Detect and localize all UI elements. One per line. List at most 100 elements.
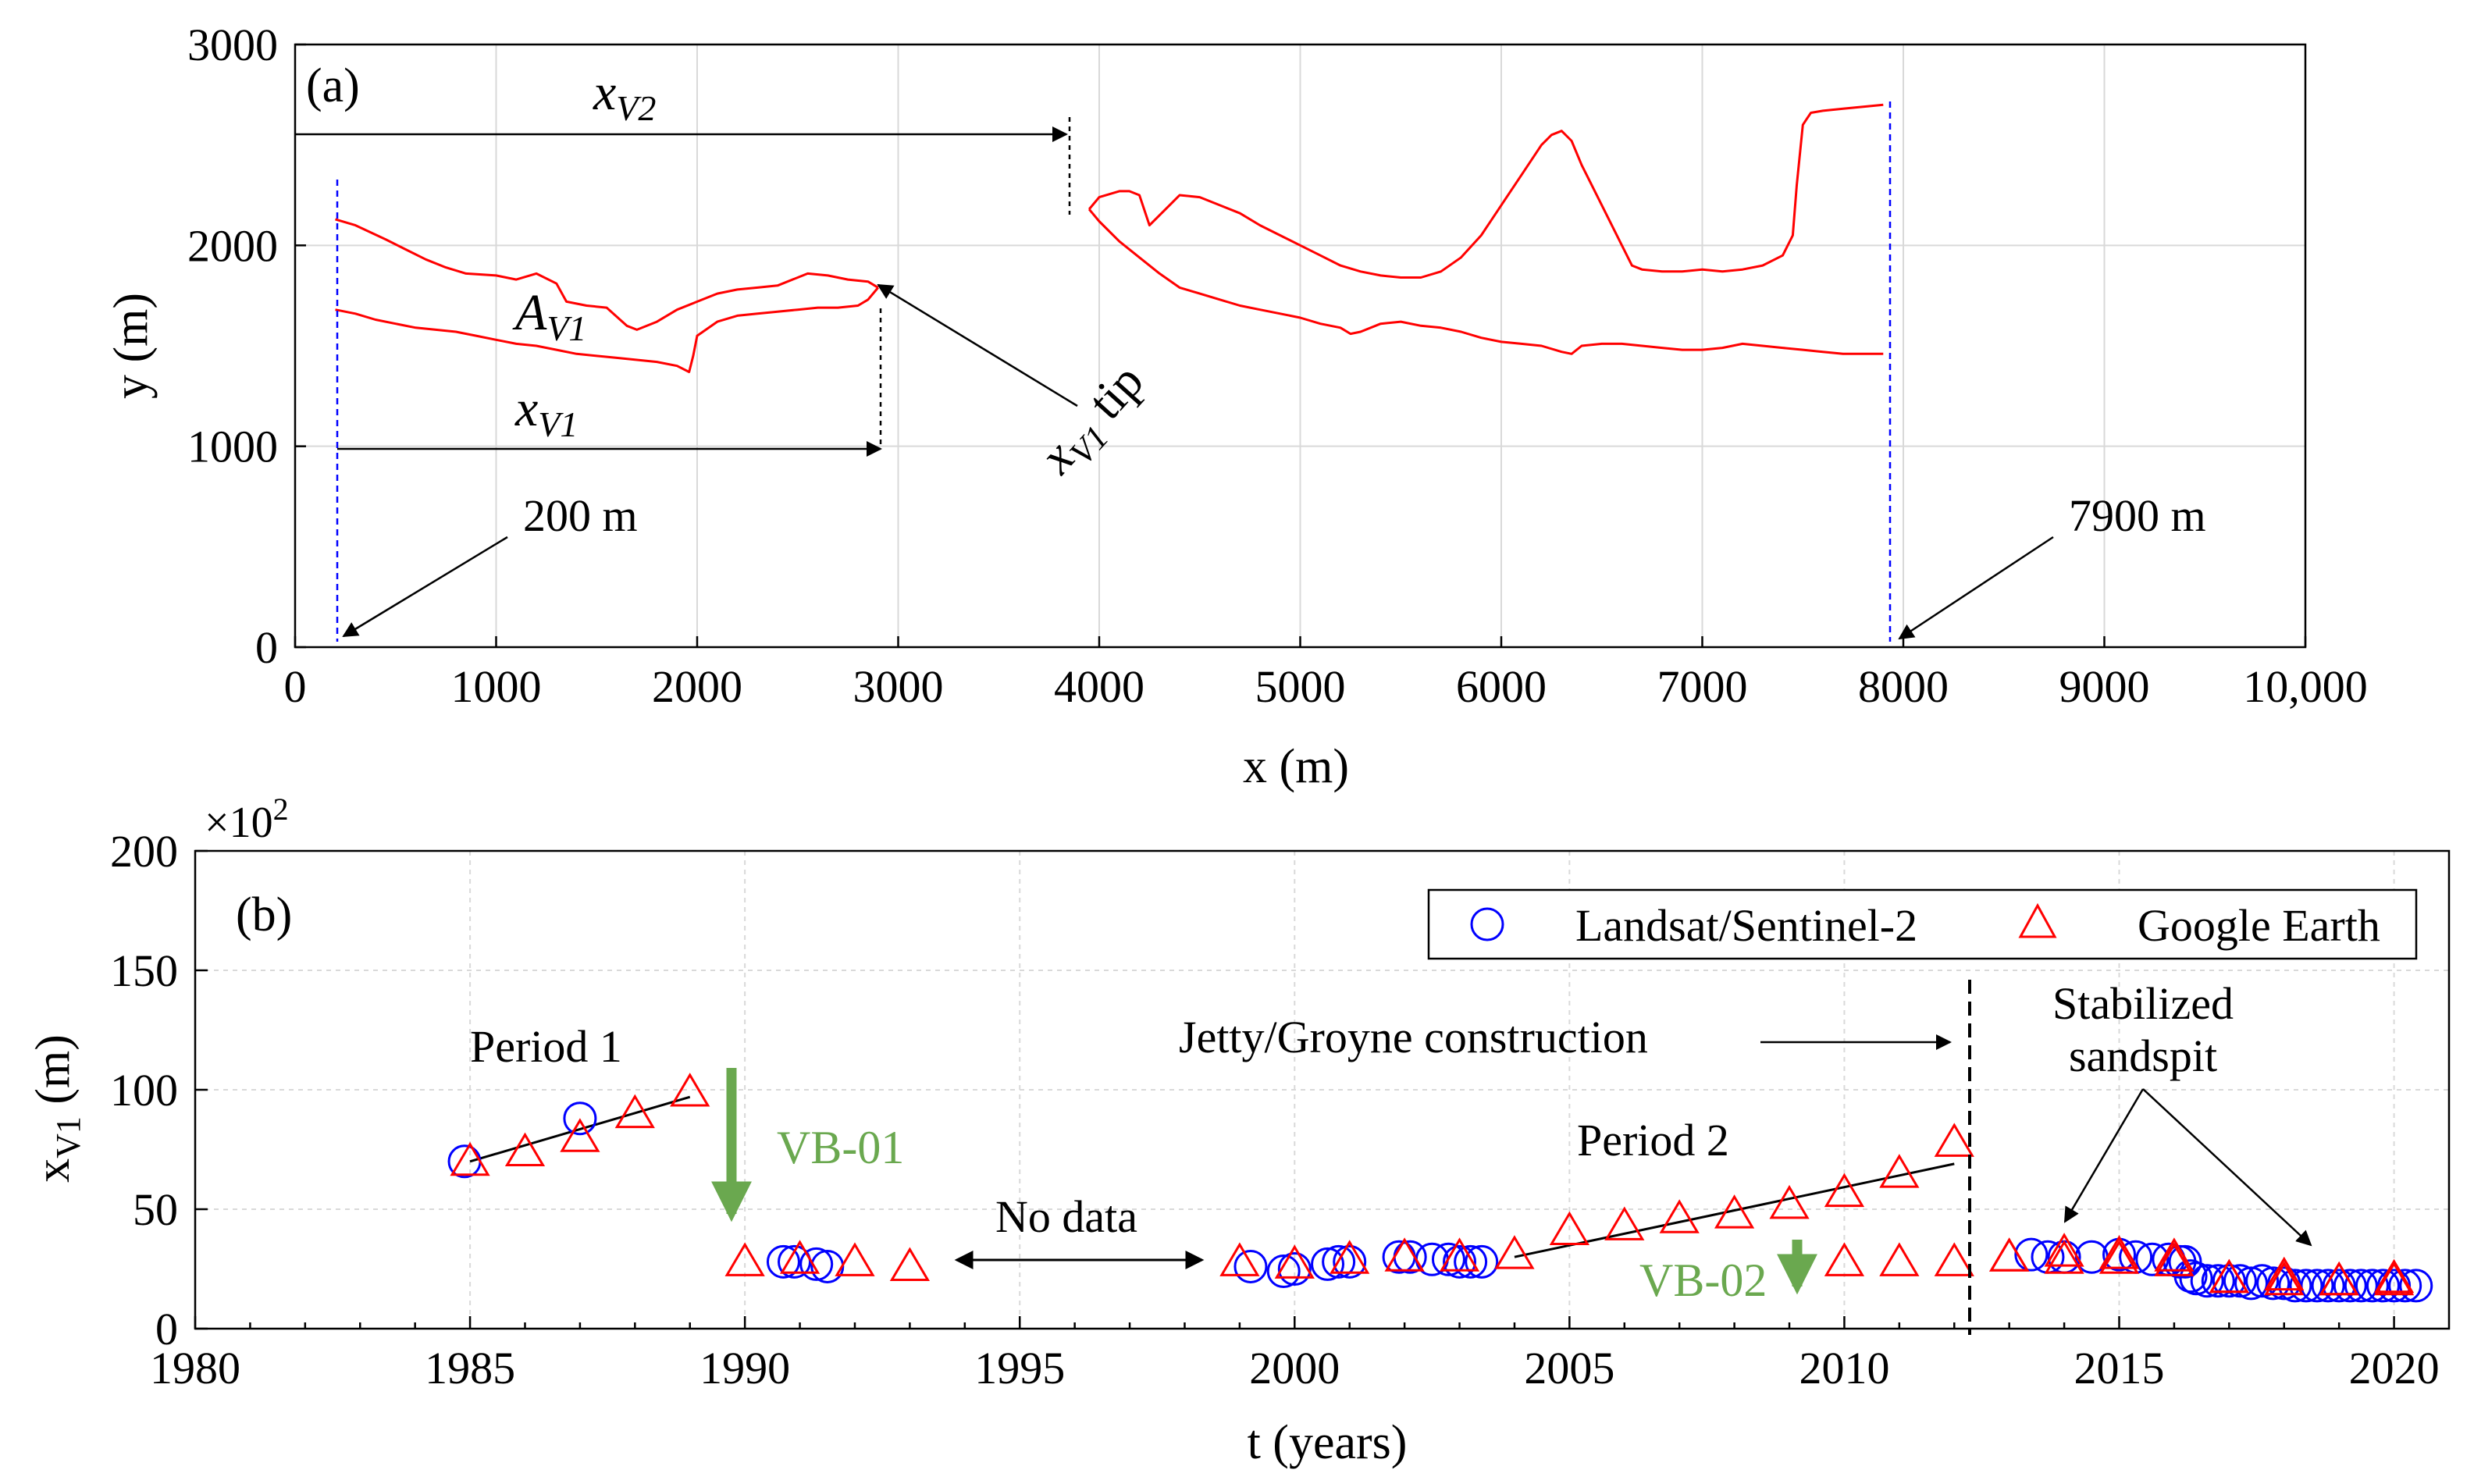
panel-a-ylabel: y (m): [105, 293, 158, 399]
google-earth-point: [2319, 1261, 2359, 1296]
landsat-point: [1443, 1244, 1477, 1279]
y-tick-label: 0: [255, 622, 278, 673]
google-earth-point: [2209, 1258, 2249, 1294]
google-earth-point: [450, 1141, 490, 1176]
google-earth-point: [2154, 1237, 2195, 1272]
google-earth-point: [889, 1247, 931, 1281]
x-tick-label: 1995: [974, 1343, 1065, 1393]
panel-b-trend-lines: [469, 1095, 1955, 1258]
x-tick-label: 1000: [451, 661, 542, 712]
landsat-point: [563, 1101, 597, 1136]
google-earth-point: [1769, 1184, 1810, 1219]
landsat-point: [1322, 1244, 1356, 1279]
google-earth-point: [2264, 1261, 2305, 1296]
period2-label: Period 2: [1577, 1115, 1729, 1165]
y-tick-label: 3000: [187, 20, 278, 70]
panel-b-frame: [194, 849, 2451, 1330]
curve-sandspit-v2-upper-edge: [1087, 103, 1884, 279]
panel-b-ticks: 1980 1985 1990 1995 2000 2005 2010 2015 2020 0 50 1…: [110, 826, 2440, 1393]
landsat-point: [1311, 1247, 1345, 1281]
landsat-point: [2135, 1242, 2170, 1276]
panel-a: 0 1000 2000 3000 4000 5000 6000 7000 8000 9000 10,…: [105, 20, 2368, 793]
landsat-point: [2355, 1269, 2389, 1303]
google-earth-point: [1549, 1211, 1589, 1246]
panel-a-frame: [294, 43, 2307, 649]
panel-b-xlabel: t (years): [1248, 1416, 1408, 1469]
panel-b-markers: [447, 1073, 2433, 1303]
legend-box: [1427, 888, 2418, 960]
google-earth-point: [724, 1242, 765, 1276]
google-earth-point: [1714, 1194, 1755, 1229]
google-earth-point: [2044, 1240, 2084, 1274]
google-earth-point: [1824, 1242, 1865, 1276]
x-tick-label: 1985: [425, 1343, 515, 1393]
label-7900m: 7900 m: [2069, 490, 2206, 541]
google-earth-point: [1330, 1240, 1370, 1274]
jetty-label: Jetty/Groyne construction: [1179, 1012, 1648, 1062]
google-earth-point: [504, 1132, 546, 1167]
google-earth-point: [1604, 1206, 1645, 1240]
trend-line-period-1: [469, 1095, 691, 1163]
x-tick-label: 2000: [1249, 1343, 1340, 1393]
x-tick-label: 2000: [652, 661, 742, 712]
curve-sandspit-v1-upper-edge: [335, 218, 879, 331]
landsat-point: [1333, 1244, 1367, 1279]
x-tick-label: 0: [284, 661, 307, 712]
google-earth-point: [2319, 1261, 2359, 1296]
y-tick-label: 150: [110, 945, 178, 996]
y-tick-label: 200: [110, 826, 178, 877]
landsat-point: [1454, 1244, 1488, 1279]
google-earth-point: [1494, 1235, 1535, 1269]
x-tick-label: 10,000: [2243, 661, 2368, 712]
x-tick-label: 2020: [2349, 1343, 2440, 1393]
xv1-tip-arrow: [877, 283, 1078, 407]
landsat-point: [1266, 1254, 1301, 1289]
landsat-point: [2300, 1269, 2334, 1303]
x-tick-label: 2005: [1524, 1343, 1614, 1393]
label-200m: 200 m: [523, 490, 638, 541]
x-tick-label: 9000: [2059, 661, 2150, 712]
panel-b: 1980 1985 1990 1995 2000 2005 2010 2015 2020 0 50 1…: [27, 792, 2451, 1469]
sandspit-label: sandspit: [2069, 1030, 2217, 1081]
google-earth-point: [2098, 1240, 2140, 1274]
google-earth-point: [1384, 1237, 1425, 1272]
landsat-point: [2278, 1269, 2312, 1303]
panel-a-ticks: 0 1000 2000 3000 4000 5000 6000 7000 8000 9000 10,…: [187, 20, 2368, 712]
no-data-label: No data: [995, 1191, 1137, 1242]
landsat-point: [2201, 1264, 2235, 1298]
panel-b-multiplier: ×102: [205, 792, 289, 847]
google-earth-point: [835, 1242, 875, 1276]
period1-label: Period 1: [470, 1021, 622, 1072]
google-earth-point: [2098, 1235, 2140, 1269]
panel-a-label: (a): [306, 59, 360, 112]
google-earth-point: [1879, 1154, 1920, 1188]
y-tick-label: 100: [110, 1065, 178, 1116]
google-earth-point: [779, 1240, 821, 1274]
panel-a-xlabel: x (m): [1243, 740, 1349, 793]
google-earth-point: [1824, 1173, 1865, 1208]
y-tick-label: 1000: [187, 422, 278, 472]
y-tick-label: 0: [155, 1304, 178, 1354]
xv1-label: xV1: [514, 380, 578, 444]
av1-label: AV1: [512, 284, 586, 348]
landsat-point: [799, 1247, 834, 1281]
x-tick-label: 5000: [1255, 661, 1346, 712]
landsat-point: [2388, 1269, 2422, 1303]
stabilized-label: Stabilized: [2052, 978, 2234, 1029]
x-tick-label: 8000: [1858, 661, 1949, 712]
landsat-point: [2168, 1244, 2202, 1279]
landsat-point: [2179, 1262, 2213, 1296]
legend: Landsat/Sentinel-2 Google Earth: [1427, 888, 2418, 960]
y-tick-label: 2000: [187, 220, 278, 271]
panel-b-ylabel: xV1 (m): [27, 1034, 87, 1183]
google-earth-point: [2373, 1261, 2415, 1296]
arrow-7900m: [1898, 536, 2054, 640]
landsat-point: [766, 1244, 800, 1279]
y-tick-label: 50: [133, 1184, 178, 1235]
curve-sandspit-v2-lower-edge: [1087, 208, 1884, 355]
landsat-point: [1431, 1242, 1465, 1276]
google-earth-point: [670, 1073, 710, 1107]
panel-a-curves: [335, 103, 1884, 373]
xv1-tip-label: xV1 tip: [1028, 353, 1159, 489]
